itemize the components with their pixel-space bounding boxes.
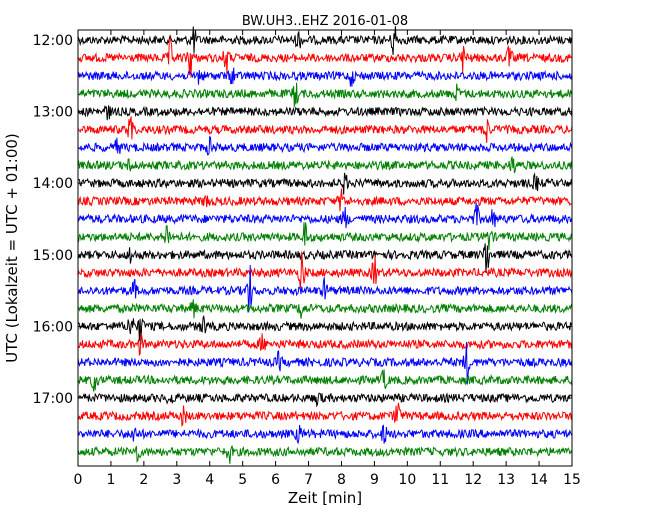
trace-1245 <box>77 82 573 108</box>
x-tick-label: 6 <box>271 472 280 488</box>
x-tick-label: 2 <box>139 472 148 488</box>
trace-1330 <box>77 135 573 156</box>
trace-1215 <box>77 36 573 78</box>
chart-title: BW.UH3..EHZ 2016-01-08 <box>242 14 408 29</box>
trace-1530 <box>77 264 573 313</box>
trace-1300 <box>77 105 573 121</box>
trace-1545 <box>77 299 573 319</box>
x-tick-label: 10 <box>398 472 416 488</box>
y-tick-label: 16:00 <box>33 319 73 335</box>
trace-1445 <box>77 222 573 251</box>
x-tick-label: 14 <box>530 472 548 488</box>
x-tick-label: 11 <box>431 472 449 488</box>
trace-1500 <box>77 243 573 273</box>
trace-group <box>77 26 573 464</box>
x-tick-label: 13 <box>497 472 515 488</box>
trace-1700 <box>77 392 573 408</box>
trace-1400 <box>77 172 573 195</box>
y-tick-label: 15:00 <box>33 248 73 264</box>
trace-1415 <box>77 188 573 212</box>
x-tick-label: 9 <box>370 472 379 488</box>
trace-1345 <box>77 156 573 174</box>
trace-1600 <box>77 315 573 345</box>
trace-1200 <box>77 26 573 56</box>
y-axis-label: UTC (Lokalzeit = UTC + 01:00) <box>3 133 21 363</box>
trace-1645 <box>77 369 573 392</box>
trace-1315 <box>77 116 573 144</box>
y-tick-label: 14:00 <box>33 176 73 192</box>
y-tick-label: 13:00 <box>33 105 73 121</box>
x-tick-label: 3 <box>172 472 181 488</box>
trace-1630 <box>77 342 573 385</box>
x-tick-label: 1 <box>106 472 115 488</box>
y-tick-label: 12:00 <box>33 33 73 49</box>
y-axis: 12:00 13:00 14:00 15:00 16:00 17:00 <box>33 33 572 407</box>
x-tick-label: 0 <box>74 472 83 488</box>
x-axis-label: Zeit [min] <box>288 489 362 507</box>
trace-1615 <box>77 331 573 357</box>
x-tick-label: 8 <box>337 472 346 488</box>
y-tick-label: 17:00 <box>33 391 73 407</box>
trace-1515 <box>77 251 573 290</box>
trace-1715 <box>77 402 573 428</box>
trace-1730 <box>77 424 573 445</box>
plot-frame <box>77 29 573 467</box>
x-tick-label: 15 <box>563 472 581 488</box>
x-tick-label: 12 <box>464 472 482 488</box>
trace-1430 <box>77 202 573 229</box>
trace-1230 <box>77 67 573 87</box>
x-tick-label: 4 <box>205 472 214 488</box>
x-tick-label: 5 <box>238 472 247 488</box>
x-axis: 0 1 2 3 4 5 6 7 8 9 10 11 12 13 14 15 <box>74 30 581 488</box>
trace-1745 <box>77 445 573 464</box>
x-tick-label: 7 <box>304 472 313 488</box>
